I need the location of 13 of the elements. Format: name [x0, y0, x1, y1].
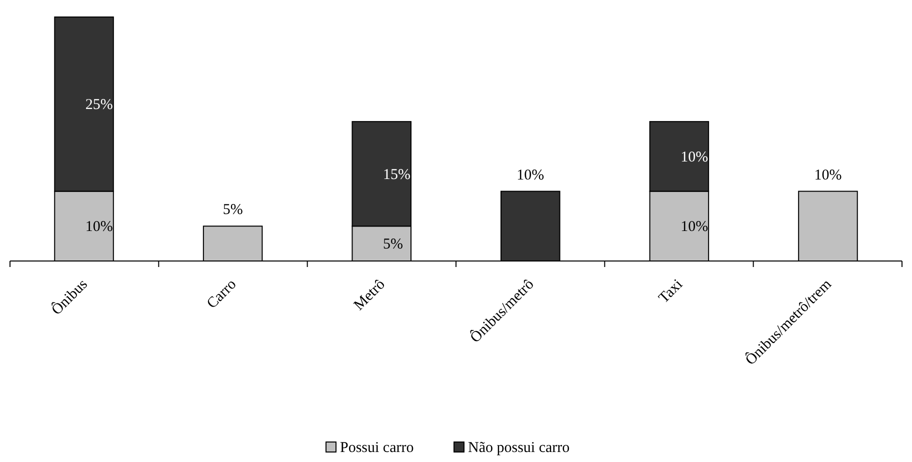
x-tick-label: Taxi	[656, 276, 686, 307]
legend-label: Não possui carro	[468, 440, 570, 456]
x-tick-label: Carro	[204, 276, 240, 312]
data-label: 10%	[85, 219, 113, 236]
data-label: 5%	[222, 202, 243, 218]
data-label: 15%	[382, 166, 410, 183]
data-label: 25%	[85, 97, 113, 114]
data-label: 10%	[680, 149, 708, 166]
data-label: 10%	[680, 219, 708, 236]
data-label: 10%	[814, 167, 842, 184]
data-label: 5%	[382, 236, 403, 253]
legend-label: Possui carro	[340, 440, 414, 456]
data-label: 10%	[516, 167, 544, 184]
